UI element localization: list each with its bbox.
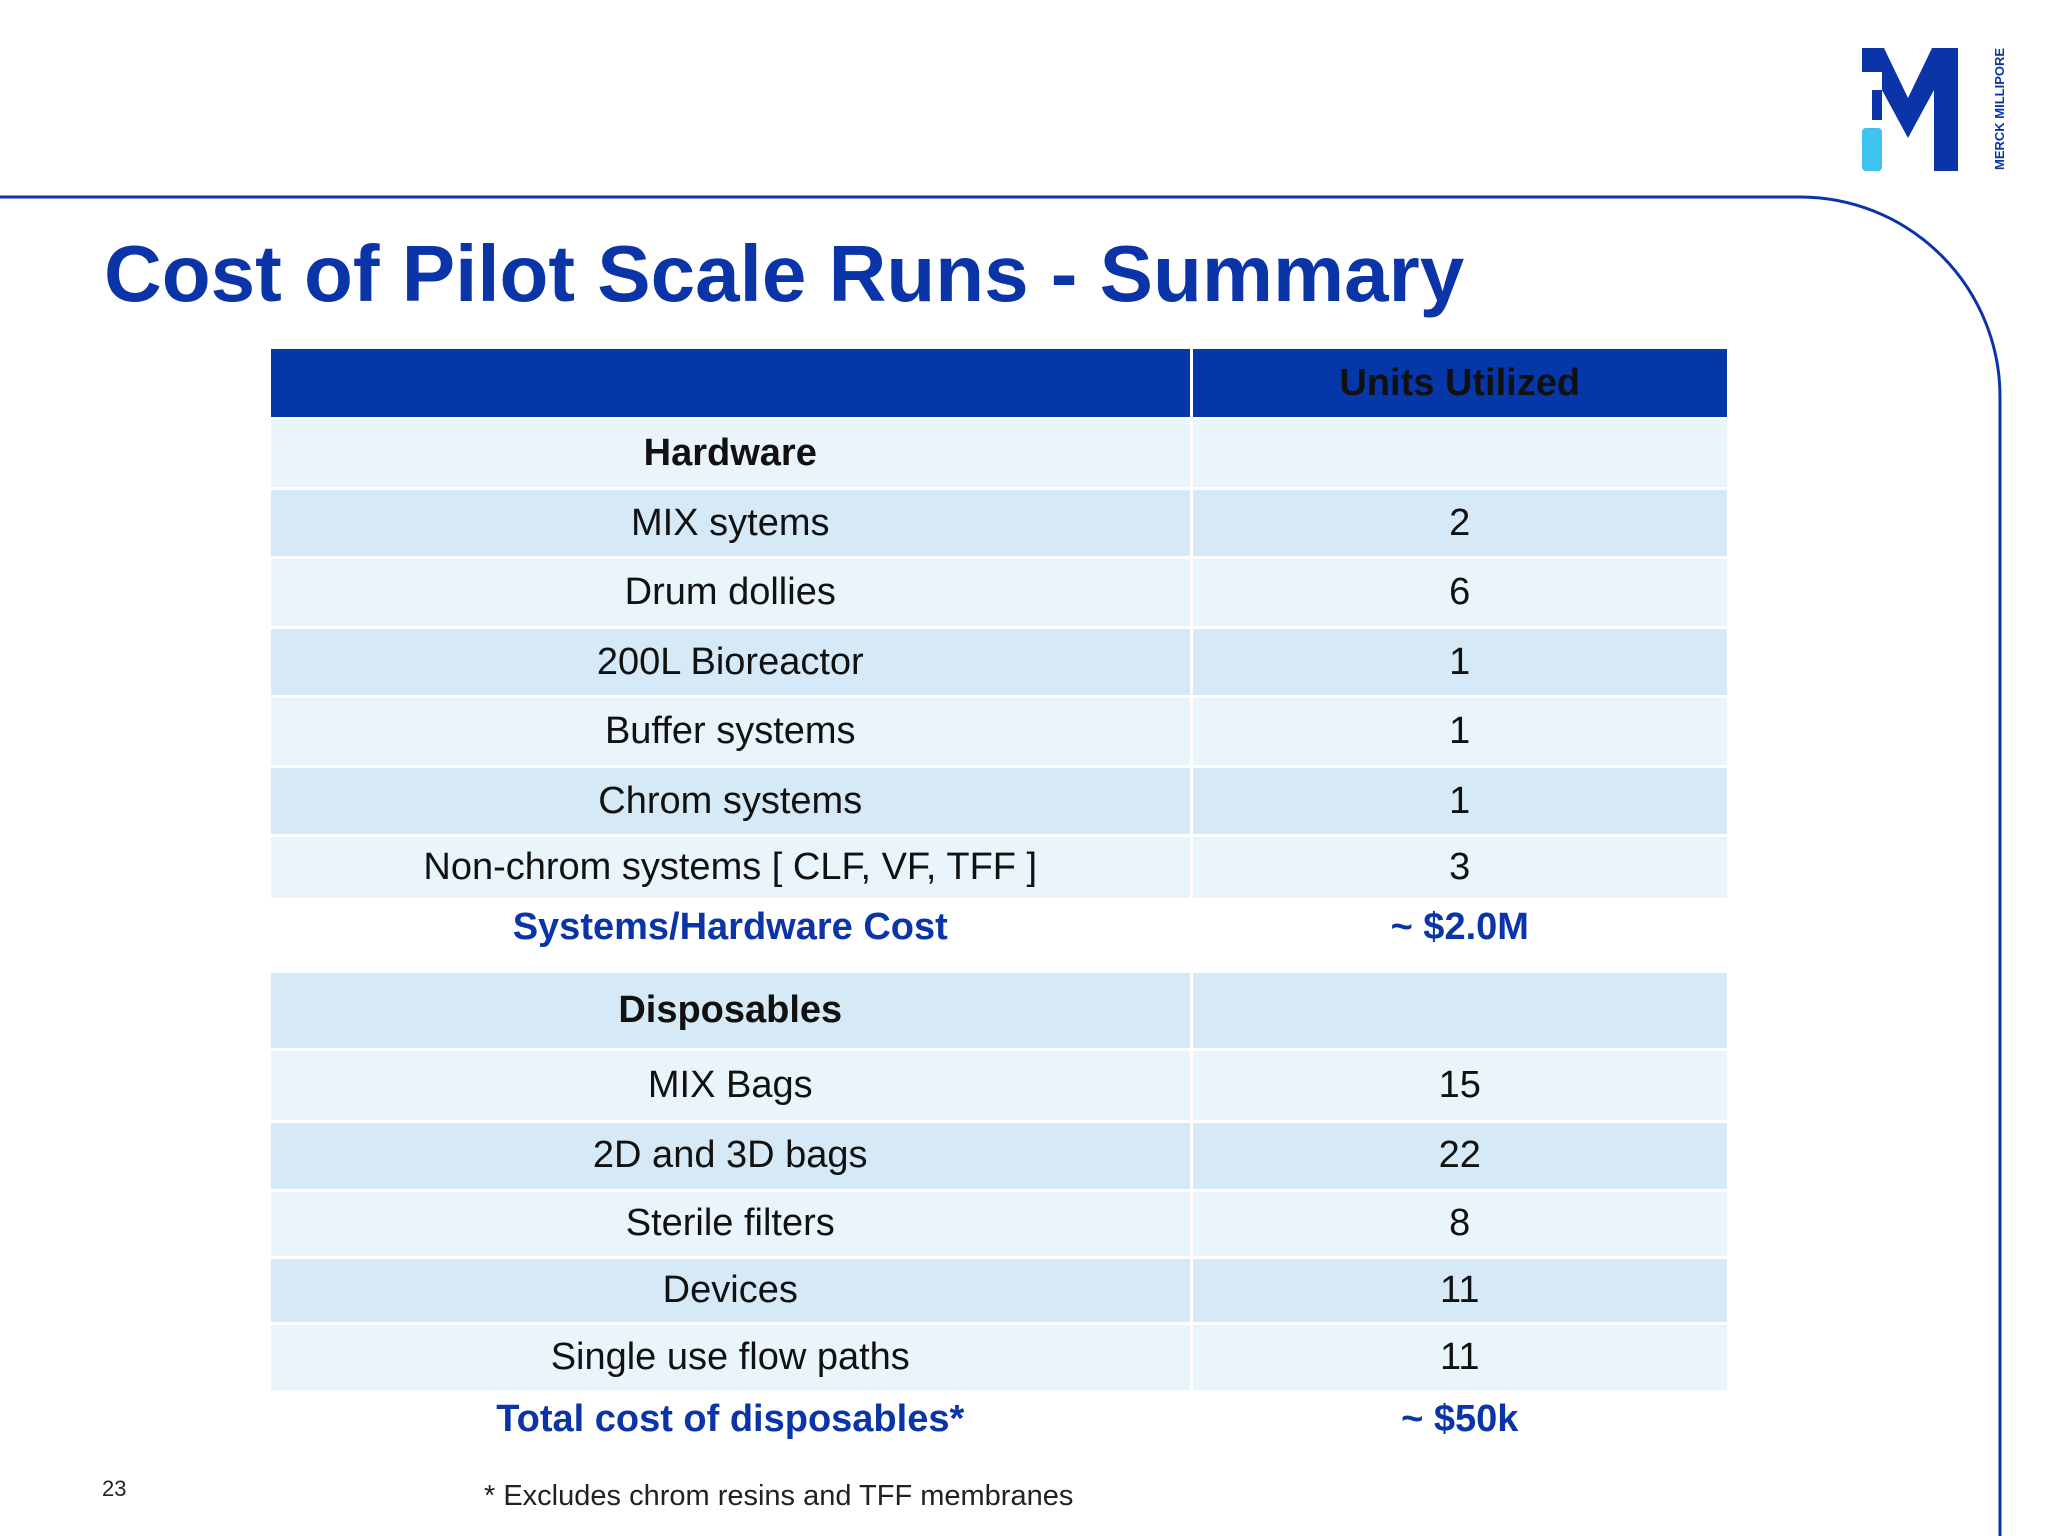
item-cell: Drum dollies [271,557,1193,629]
page-number: 23 [102,1476,127,1501]
item-cell: Chrom systems [271,766,1193,837]
disposables-total-value: ~ $50k [1191,1391,1727,1449]
table-row: Sterile filters 8 [271,1190,1727,1259]
hardware-total-row: Systems/Hardware Cost ~ $2.0M [271,899,1727,957]
item-cell: 200L Bioreactor [271,627,1193,698]
table-header-row: Units Utilized [271,349,1727,420]
hardware-section-row: Hardware [271,418,1727,490]
disposables-total-label: Total cost of disposables* [271,1391,1193,1449]
units-cell: 1 [1191,766,1727,837]
hardware-total-value: ~ $2.0M [1191,899,1727,957]
disposables-section-row: Disposables [271,973,1727,1051]
disposables-total-row: Total cost of disposables* ~ $50k [271,1391,1727,1449]
table-row: 2D and 3D bags 22 [271,1121,1727,1192]
item-cell: Single use flow paths [271,1323,1193,1393]
table-row: Non-chrom systems [ CLF, VF, TFF ] 3 [271,835,1727,901]
units-cell: 15 [1191,1049,1727,1123]
logo-text: MERCK MILLIPORE [1992,48,2007,170]
units-cell: 8 [1191,1190,1727,1259]
disposables-section-label: Disposables [271,973,1193,1051]
merck-millipore-logo: MERCK MILLIPORE [1860,40,2020,190]
units-cell: 1 [1191,627,1727,698]
units-cell: 1 [1191,696,1727,768]
table-row: MIX sytems 2 [271,488,1727,559]
item-cell: 2D and 3D bags [271,1121,1193,1192]
units-cell: 2 [1191,488,1727,559]
units-cell: 3 [1191,835,1727,901]
units-cell: 11 [1191,1323,1727,1393]
table-row: Chrom systems 1 [271,766,1727,837]
disposables-section-units [1191,973,1727,1051]
item-cell: MIX sytems [271,488,1193,559]
units-cell: 22 [1191,1121,1727,1192]
units-cell: 11 [1191,1257,1727,1325]
slide-title: Cost of Pilot Scale Runs - Summary [104,229,1465,318]
item-cell: Devices [271,1257,1193,1325]
header-item-cell [271,349,1193,420]
summary-table: Units Utilized Hardware MIX sytems 2 Dru… [271,349,1727,1449]
hardware-section-units [1191,418,1727,490]
table-spacer [271,955,1727,973]
table-row: MIX Bags 15 [271,1049,1727,1123]
item-cell: MIX Bags [271,1049,1193,1123]
table-row: Drum dollies 6 [271,557,1727,629]
table-row: 200L Bioreactor 1 [271,627,1727,698]
item-cell: Buffer systems [271,696,1193,768]
item-cell: Non-chrom systems [ CLF, VF, TFF ] [271,835,1193,901]
table-row: Devices 11 [271,1257,1727,1325]
item-cell: Sterile filters [271,1190,1193,1259]
header-units-cell: Units Utilized [1191,349,1727,420]
table-row: Buffer systems 1 [271,696,1727,768]
hardware-total-label: Systems/Hardware Cost [271,899,1193,957]
footnote: * Excludes chrom resins and TFF membrane… [484,1480,1074,1512]
hardware-section-label: Hardware [271,418,1193,490]
units-cell: 6 [1191,557,1727,629]
table-row: Single use flow paths 11 [271,1323,1727,1393]
